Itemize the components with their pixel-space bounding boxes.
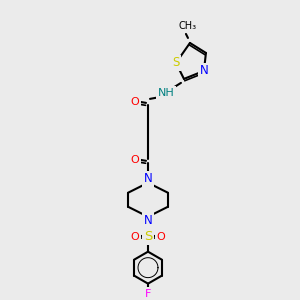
Text: S: S xyxy=(172,56,180,69)
Text: O: O xyxy=(130,155,140,165)
Text: O: O xyxy=(130,232,140,242)
Text: NH: NH xyxy=(158,88,174,98)
Text: O: O xyxy=(130,97,140,107)
Text: N: N xyxy=(200,64,208,77)
Text: O: O xyxy=(157,232,165,242)
Text: CH₃: CH₃ xyxy=(179,21,197,31)
Text: N: N xyxy=(144,172,152,185)
Text: N: N xyxy=(144,214,152,227)
Text: S: S xyxy=(144,230,152,243)
Text: F: F xyxy=(145,289,151,298)
